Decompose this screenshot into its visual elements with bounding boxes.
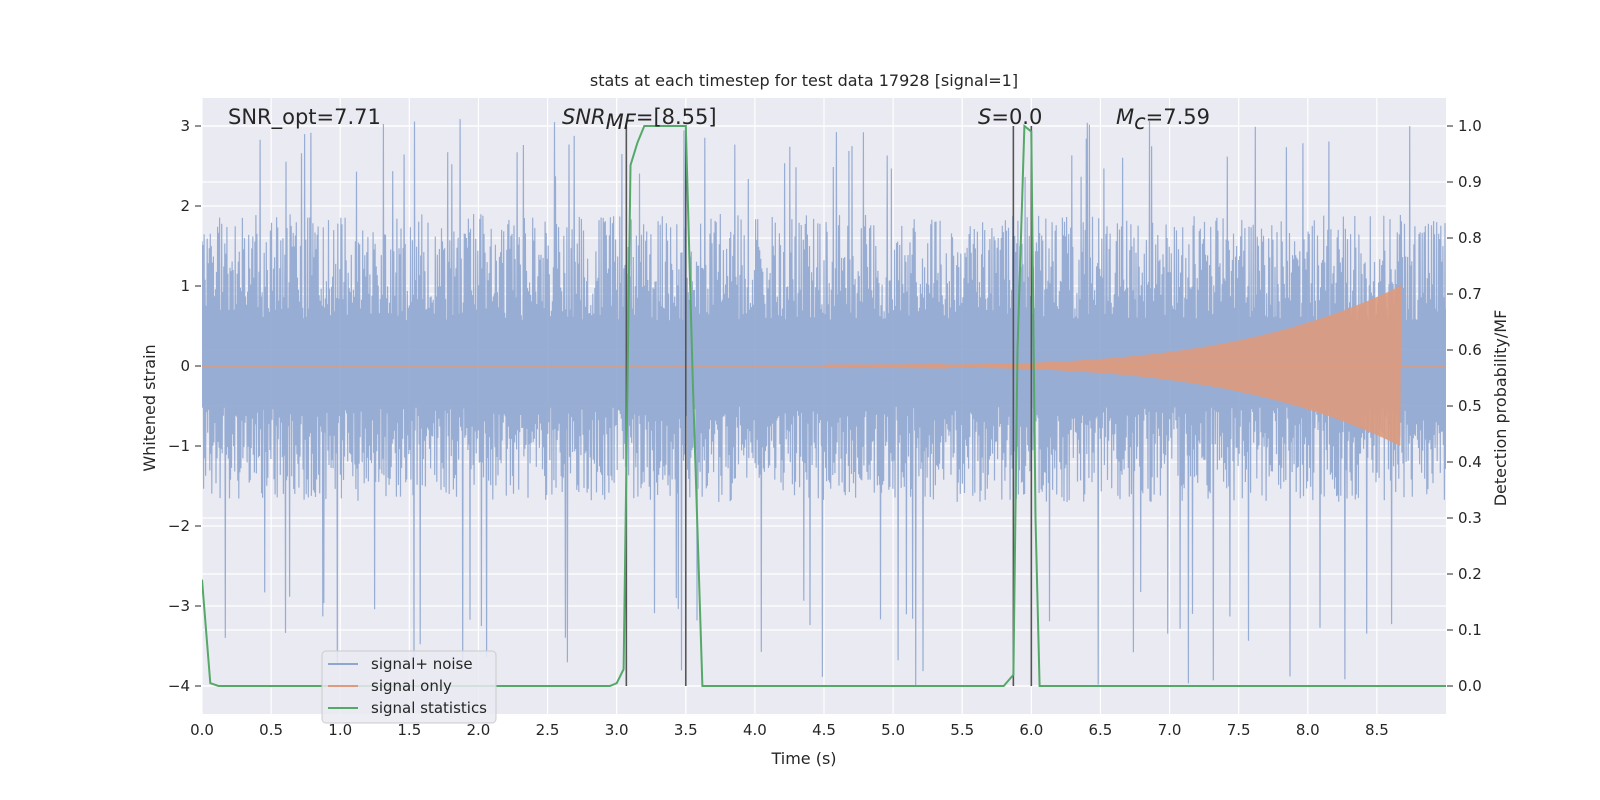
- x-tick-label: 5.0: [881, 721, 905, 739]
- y-axis-left-ticks: 3 2 1 0 −1 −2 −3 −4: [168, 117, 201, 695]
- x-tick-label: 7.5: [1227, 721, 1251, 739]
- legend-label-signal-statistics: signal statistics: [371, 699, 487, 717]
- x-tick-label: 6.0: [1019, 721, 1043, 739]
- annotation-s: S=0.0: [978, 105, 1042, 129]
- series-signal-noise: [202, 119, 1446, 686]
- legend-box: [321, 650, 497, 724]
- x-tick-label: 8.0: [1296, 721, 1320, 739]
- x-tick-label: 3.0: [605, 721, 629, 739]
- x-axis-ticks: 0.0 0.5 1.0 1.5 2.0 2.5 3.0 3.5 4.0 4.5 5.0 5.5 6.0 6…: [190, 721, 1389, 739]
- y-tick-right-label: 0.2: [1458, 565, 1482, 583]
- y-tick-right-label: 0.7: [1458, 285, 1482, 303]
- x-tick-label: 2.5: [536, 721, 560, 739]
- x-tick-label: 1.5: [397, 721, 421, 739]
- x-tick-label: 4.5: [812, 721, 836, 739]
- annotation-snr-mf: SNRMF=[8.55]: [562, 105, 717, 134]
- y-tick-left-label: −1: [168, 437, 190, 455]
- x-tick-label: 0.0: [190, 721, 214, 739]
- x-tick-label: 7.0: [1158, 721, 1182, 739]
- x-tick-label: 0.5: [259, 721, 283, 739]
- x-tick-label: 2.0: [467, 721, 491, 739]
- legend: signal+ noise signal only signal statist…: [321, 650, 497, 724]
- x-tick-label: 4.0: [743, 721, 767, 739]
- y-tick-left-label: −2: [168, 517, 190, 535]
- y-tick-left-label: 1: [180, 277, 190, 295]
- legend-label-signal-only: signal only: [371, 677, 452, 695]
- y-axis-right-label: Detection probability/MF: [1491, 310, 1510, 507]
- x-tick-label: 5.5: [950, 721, 974, 739]
- y-tick-left-label: 0: [180, 357, 190, 375]
- y-tick-left-label: 3: [180, 117, 190, 135]
- y-tick-right-label: 0.0: [1458, 677, 1482, 695]
- y-tick-right-label: 0.4: [1458, 453, 1482, 471]
- y-tick-left-label: −3: [168, 597, 190, 615]
- y-tick-left-label: 2: [180, 197, 190, 215]
- y-tick-right-label: 1.0: [1458, 117, 1482, 135]
- x-tick-label: 8.5: [1365, 721, 1389, 739]
- chart-title: stats at each timestep for test data 179…: [590, 71, 1018, 90]
- x-tick-label: 1.0: [328, 721, 352, 739]
- y-axis-left-label: Whitened strain: [140, 344, 159, 471]
- annotation-mc: Mc=7.59: [1116, 105, 1210, 134]
- y-tick-right-label: 0.1: [1458, 621, 1482, 639]
- y-tick-right-label: 0.9: [1458, 173, 1482, 191]
- y-tick-right-label: 0.8: [1458, 229, 1482, 247]
- y-tick-left-label: −4: [168, 677, 190, 695]
- y-axis-right-ticks: 1.0 0.9 0.8 0.7 0.6 0.5 0.4 0.3 0.2 0.1 0.0: [1447, 117, 1482, 695]
- y-tick-right-label: 0.3: [1458, 509, 1482, 527]
- y-tick-right-label: 0.5: [1458, 397, 1482, 415]
- x-axis-label: Time (s): [770, 749, 836, 768]
- x-tick-label: 6.5: [1089, 721, 1113, 739]
- legend-label-signal-noise: signal+ noise: [371, 655, 473, 673]
- x-tick-label: 3.5: [674, 721, 698, 739]
- annotation-snr-opt: SNR_opt=7.71: [228, 105, 381, 130]
- y-tick-right-label: 0.6: [1458, 341, 1482, 359]
